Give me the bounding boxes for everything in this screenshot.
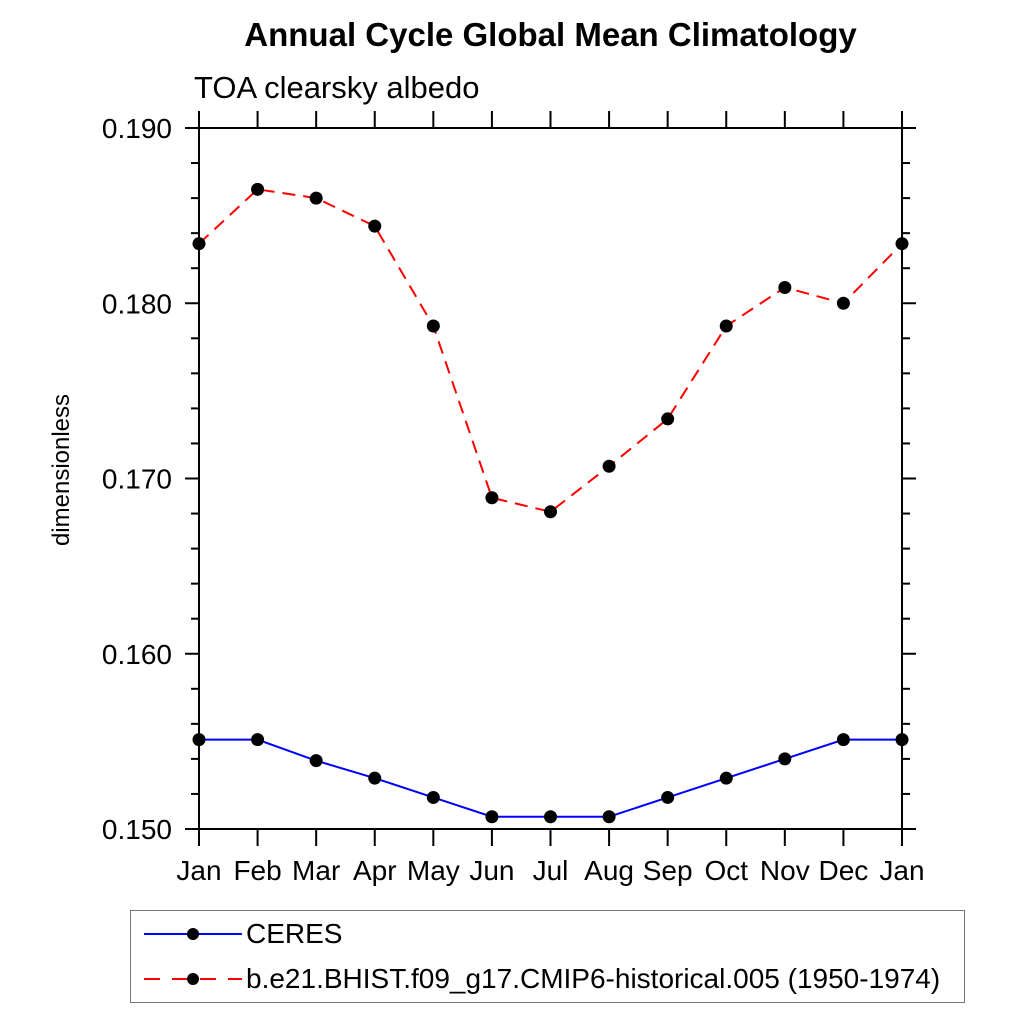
series-0-data-point: [719, 771, 733, 785]
legend-sample-solid-line-icon: [144, 928, 242, 940]
x-tick-label: Sep: [643, 855, 693, 886]
series-0-data-point: [251, 733, 265, 747]
chart-title: Annual Cycle Global Mean Climatology: [244, 16, 857, 53]
legend-entry-model: b.e21.BHIST.f09_g17.CMIP6-historical.005…: [132, 963, 941, 994]
series-0-data-point: [192, 733, 206, 747]
y-tick-label: 0.170: [102, 464, 172, 495]
series-0-data-point: [778, 752, 792, 766]
series-0-data-point: [426, 790, 440, 804]
legend-sample-dashed-line-icon: [144, 973, 242, 985]
series-1-data-point: [309, 191, 323, 205]
series-1-data-point: [602, 459, 616, 473]
x-tick-label: Jun: [469, 855, 514, 886]
series-1-data-point: [485, 491, 499, 505]
series-1-data-point: [544, 505, 557, 519]
chart-subtitle: TOA clearsky albedo: [194, 70, 480, 105]
x-tick-label: Feb: [233, 855, 281, 886]
y-tick-label: 0.150: [102, 814, 172, 845]
legend-marker-dot-icon: [187, 973, 199, 985]
legend-marker-dot-icon: [187, 928, 199, 940]
series-1-data-point: [661, 412, 675, 426]
series-0-data-point: [485, 810, 499, 824]
y-tick-label: 0.160: [102, 639, 172, 670]
x-tick-label: Jan: [176, 855, 221, 886]
x-tick-label: Dec: [819, 855, 869, 886]
legend-label-observation: CERES: [246, 918, 343, 949]
series-0-data-point: [602, 810, 616, 824]
x-tick-label: Nov: [760, 855, 810, 886]
legend-box: CERES b.e21.BHIST.f09_g17.CMIP6-historic…: [130, 910, 965, 1003]
x-tick-label: Jan: [879, 855, 924, 886]
x-tick-label: Jul: [533, 855, 569, 886]
x-tick-label: Mar: [292, 855, 340, 886]
x-tick-label: Aug: [584, 855, 634, 886]
series-1-data-point: [426, 319, 440, 333]
series-0-data-point: [368, 771, 382, 785]
series-0-data-point: [661, 790, 675, 804]
x-tick-label: Oct: [704, 855, 748, 886]
plot-frame: [198, 127, 903, 830]
series-1-data-point: [895, 237, 909, 251]
y-tick-label: 0.190: [102, 113, 172, 144]
series-1-data-point: [251, 182, 265, 196]
series-1-data-point: [719, 319, 733, 333]
x-tick-label: Apr: [353, 855, 397, 886]
legend-entry-observation: CERES: [132, 918, 343, 949]
series-0-data-point: [895, 733, 909, 747]
series-line-0: [199, 738, 902, 818]
series-1-data-point: [778, 280, 792, 294]
series-1-data-point: [368, 219, 382, 233]
series-line-1: [198, 188, 903, 513]
y-tick-label: 0.180: [102, 288, 172, 319]
series-0-data-point: [836, 733, 850, 747]
legend-label-model: b.e21.BHIST.f09_g17.CMIP6-historical.005…: [246, 963, 941, 994]
series-1-data-point: [836, 296, 850, 310]
series-0-data-point: [309, 754, 323, 768]
x-tick-label: May: [407, 855, 460, 886]
series-1-data-point: [192, 237, 206, 251]
series-0-data-point: [544, 810, 557, 824]
